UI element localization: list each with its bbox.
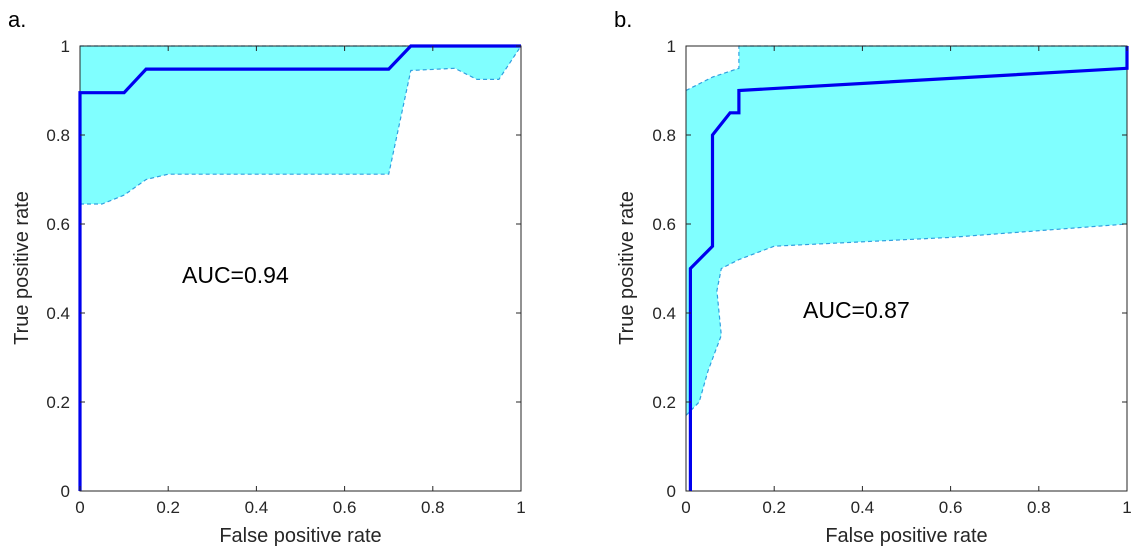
y-axis-label: True positive rate — [616, 191, 638, 345]
roc-curve — [688, 46, 1129, 491]
y-tick-label: 1 — [61, 37, 70, 56]
confidence-band-upper-edge — [685, 45, 1127, 92]
x-tick-label: 0.6 — [939, 498, 963, 517]
x-tick-label: 0.2 — [762, 498, 786, 517]
auc-annotation: AUC=0.87 — [803, 297, 910, 323]
confidence-band-lower-edge — [685, 223, 1128, 416]
x-tick-label: 0 — [681, 498, 690, 517]
x-tick-label: 1 — [516, 498, 525, 517]
y-tick-label: 0.8 — [652, 126, 676, 145]
y-tick-label: 0.2 — [46, 393, 70, 412]
y-tick-label: 0.2 — [652, 393, 676, 412]
y-tick-label: 0.8 — [46, 126, 70, 145]
confidence-band — [80, 46, 521, 204]
roc-curve — [78, 44, 521, 491]
axes-box — [685, 45, 1128, 492]
x-tick-label: 0.8 — [421, 498, 445, 517]
x-tick-label: 0.4 — [245, 498, 269, 517]
x-tick-label: 0.8 — [1027, 498, 1051, 517]
y-axis-label: True positive rate — [11, 191, 33, 345]
panel-label: a. — [8, 7, 26, 32]
y-tick-label: 0.4 — [652, 304, 676, 323]
y-tick-label: 0.6 — [46, 215, 70, 234]
x-tick-label: 0.6 — [333, 498, 357, 517]
y-tick-label: 0 — [61, 482, 70, 501]
x-tick-label: 0.2 — [156, 498, 180, 517]
x-tick-label: 0.4 — [851, 498, 875, 517]
auc-annotation: AUC=0.94 — [182, 262, 289, 288]
y-tick-label: 0 — [667, 482, 676, 501]
roc-panel-1: 0 0.2 0.4 0.6 0.8 1 0 0.2 0.4 0.6 0.8 1 False positi… — [8, 7, 526, 547]
y-tick-label: 0.4 — [46, 304, 70, 323]
y-tick-label: 0.6 — [652, 215, 676, 234]
roc-panel-2: 0 0.2 0.4 0.6 0.8 1 0 0.2 0.4 0.6 0.8 1 False positi… — [614, 7, 1132, 547]
x-axis-label: False positive rate — [825, 525, 987, 547]
x-axis-label: False positive rate — [219, 525, 381, 547]
x-tick-label: 0 — [75, 498, 84, 517]
confidence-band-lower-edge — [80, 45, 522, 205]
confidence-band — [686, 46, 1127, 416]
panel-label: b. — [614, 7, 632, 32]
x-tick-label: 1 — [1122, 498, 1131, 517]
y-tick-label: 1 — [667, 37, 676, 56]
